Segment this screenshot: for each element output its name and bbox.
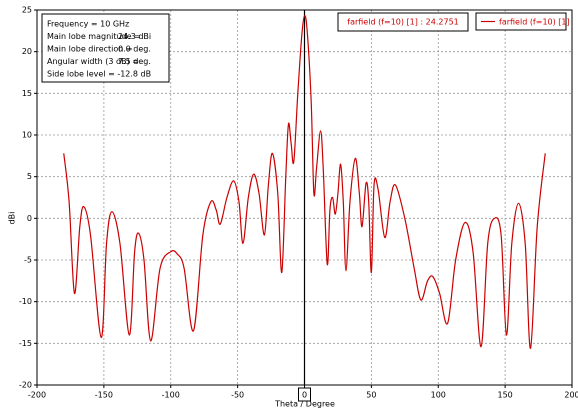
- marker-label: 0: [302, 391, 307, 400]
- annotation-box: [337, 12, 469, 32]
- x-tick-label: 50: [366, 391, 376, 400]
- marker-box: [298, 387, 311, 402]
- info-text: Angular width (3 dB) =: [47, 57, 139, 66]
- y-tick-label: 10: [22, 131, 32, 140]
- x-axis-label: Theta / Degree: [274, 400, 335, 409]
- y-tick-label: -5: [24, 256, 32, 265]
- info-box: Frequency = 10 GHz Main lobe magnitude =2…: [41, 13, 170, 83]
- info-text: Main lobe magnitude =: [47, 32, 141, 41]
- info-text: Frequency = 10 GHz: [47, 20, 129, 29]
- annotation: farfield (f=10) [1] : 24.2751: [347, 18, 459, 27]
- x-tick-label: 100: [431, 391, 446, 400]
- x-tick-label: 200: [564, 391, 578, 400]
- x-tick-label: -100: [162, 391, 180, 400]
- legend-box: [475, 12, 567, 31]
- info-text: 7.5 deg.: [118, 57, 151, 66]
- y-tick-label: -10: [19, 297, 32, 306]
- y-axis-label: dBi: [8, 212, 17, 225]
- y-tick-label: 15: [22, 89, 32, 98]
- series-line: [63, 15, 546, 349]
- y-tick-label: 25: [22, 6, 32, 15]
- info-frame: [41, 13, 170, 83]
- legend-label: farfield (f=10) [1]: [499, 18, 570, 27]
- x-tick-label: -150: [95, 391, 113, 400]
- y-tick-label: 20: [22, 47, 32, 56]
- info-text: Side lobe level = -12.8 dB: [47, 70, 151, 79]
- x-tick-label: -50: [231, 391, 244, 400]
- y-tick-label: -15: [19, 339, 32, 348]
- y-tick-label: -20: [19, 381, 32, 390]
- info-text: 24.3 dBi: [118, 32, 151, 41]
- y-tick-label: 0: [27, 214, 32, 223]
- x-tick-label: 150: [497, 391, 512, 400]
- x-tick-label: -200: [28, 391, 46, 400]
- info-text: Main lobe direction =: [47, 45, 133, 54]
- info-text: 0.0 deg.: [118, 45, 151, 54]
- y-tick-label: 5: [27, 172, 32, 181]
